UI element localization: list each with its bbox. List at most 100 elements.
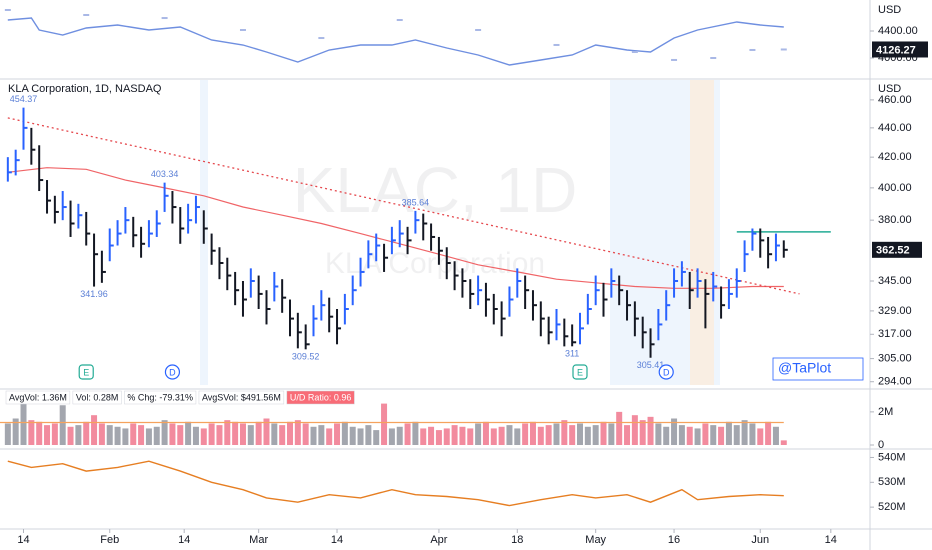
x-tick-label: May (585, 534, 606, 546)
event-marker (658, 364, 674, 380)
volume-bar (247, 425, 254, 445)
currency-label: USD (878, 4, 901, 16)
volume-bar (185, 421, 192, 445)
stat-text: AvgSVol: $491.56M (202, 392, 281, 402)
y-tick-label: 400.00 (878, 182, 912, 194)
volume-bar (482, 421, 489, 445)
y-tick-label: 420.00 (878, 151, 912, 163)
event-marker (572, 364, 588, 380)
volume-bar (459, 426, 466, 445)
volume-bar (349, 426, 356, 445)
last-price: 362.52 (876, 245, 910, 257)
volume-bar (4, 423, 11, 445)
volume-bar (318, 425, 325, 445)
volume-bar (561, 420, 568, 445)
volume-bar (388, 428, 395, 445)
volume-bar (12, 418, 19, 445)
volume-bar (224, 420, 231, 445)
volume-bar (75, 425, 82, 445)
volume-bar (177, 425, 184, 445)
y-tick-label: 530M (878, 476, 906, 488)
volume-bar (28, 420, 35, 445)
volume-bar (490, 428, 497, 445)
volume-bar (83, 421, 90, 445)
volume-bar (216, 425, 223, 445)
volume-bar (200, 428, 207, 445)
volume-bar (153, 426, 160, 445)
y-tick-label: 2M (878, 406, 893, 418)
volume-bar (718, 426, 725, 445)
trendline (7, 117, 800, 295)
volume-bar (710, 425, 717, 445)
volume-bar (592, 425, 599, 445)
volume-bar (600, 421, 607, 445)
last-value-box (872, 41, 928, 58)
volume-bar (749, 423, 756, 445)
volume-bar (498, 426, 505, 445)
volume-bar (577, 423, 583, 445)
volume-bar (138, 425, 145, 445)
volume-bar (130, 423, 137, 445)
price-annotation: 305.41 (637, 360, 665, 370)
volume-bar (765, 421, 772, 445)
series-line (7, 17, 784, 66)
volume-bar (381, 403, 388, 445)
volume-bar (757, 428, 764, 445)
volume-bar (59, 405, 66, 445)
volume-bar (467, 428, 474, 445)
volume-bar (733, 425, 740, 445)
watermark: KLA Corporation (325, 247, 545, 280)
price-annotation: 403.34 (151, 169, 179, 179)
stat-text: AvgVol: 1.36M (9, 392, 67, 402)
price-annotation: 309.52 (292, 352, 320, 362)
volume-bar (451, 425, 458, 445)
x-tick-label: 14 (331, 534, 343, 546)
volume-bar (263, 418, 270, 445)
volume-bar (686, 426, 693, 445)
volume-bar (663, 426, 670, 445)
price-annotation: 454.37 (10, 94, 38, 104)
volume-bar (310, 426, 317, 445)
volume-bar (404, 423, 411, 445)
event-label: E (83, 367, 89, 377)
volume-bar (91, 415, 98, 445)
volume-bar (537, 426, 544, 445)
stat-chip (72, 390, 122, 405)
volume-bar (341, 421, 348, 445)
y-tick-label: 345.00 (878, 275, 912, 287)
event-marker (78, 364, 94, 380)
volume-bar (44, 425, 51, 445)
stat-text: % Chg: -79.31% (127, 392, 193, 402)
volume-bar (514, 428, 521, 445)
price-annotation: 311 (565, 349, 579, 359)
event-marker (164, 364, 181, 380)
volume-bar (443, 428, 450, 445)
volume-bar (435, 430, 442, 445)
stat-chip (286, 390, 355, 405)
y-tick-label: 4400.00 (878, 25, 918, 37)
volume-bar (584, 426, 591, 445)
x-tick-label: 18 (511, 534, 523, 546)
x-tick-label: Apr (430, 534, 447, 546)
volume-bar (192, 426, 199, 445)
volume-bar (420, 428, 427, 445)
volume-bar (725, 421, 732, 445)
y-tick-label: 440.00 (878, 122, 912, 134)
volume-bar (780, 440, 787, 445)
badge: @TaPlot (778, 360, 831, 376)
volume-bar (36, 421, 43, 445)
volume-bar (122, 428, 129, 445)
volume-bar (529, 421, 536, 445)
volume-bar (428, 426, 435, 445)
volume-bar (694, 428, 701, 445)
volume-bar (294, 420, 301, 445)
price-annotation: 341.96 (80, 289, 108, 299)
badge-box (772, 357, 864, 381)
volume-bar (255, 421, 262, 445)
volume-bar (20, 403, 27, 445)
volume-bar (631, 415, 638, 445)
stat-chip (5, 390, 71, 405)
x-tick-label: 14 (17, 534, 29, 546)
